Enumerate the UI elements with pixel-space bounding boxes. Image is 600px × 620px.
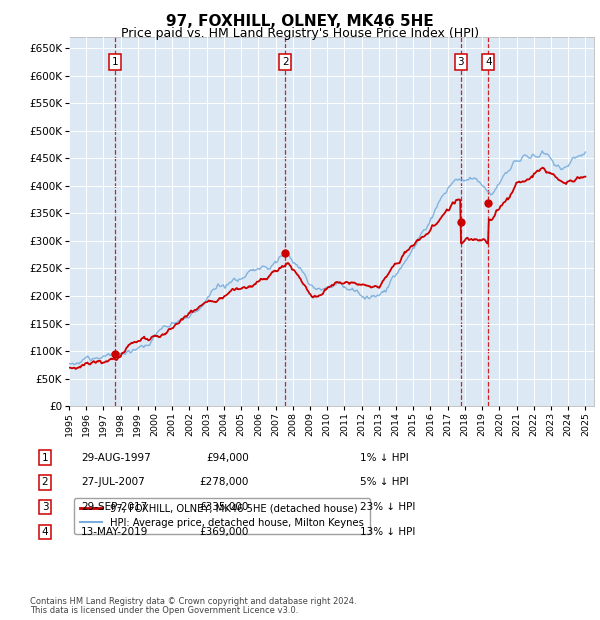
Legend: 97, FOXHILL, OLNEY, MK46 5HE (detached house), HPI: Average price, detached hous: 97, FOXHILL, OLNEY, MK46 5HE (detached h… bbox=[74, 498, 370, 534]
Text: Price paid vs. HM Land Registry's House Price Index (HPI): Price paid vs. HM Land Registry's House … bbox=[121, 27, 479, 40]
Text: 13-MAY-2019: 13-MAY-2019 bbox=[81, 527, 148, 537]
Text: Contains HM Land Registry data © Crown copyright and database right 2024.: Contains HM Land Registry data © Crown c… bbox=[30, 597, 356, 606]
Text: 27-JUL-2007: 27-JUL-2007 bbox=[81, 477, 145, 487]
Text: 29-AUG-1997: 29-AUG-1997 bbox=[81, 453, 151, 463]
Text: 29-SEP-2017: 29-SEP-2017 bbox=[81, 502, 147, 512]
Text: 4: 4 bbox=[41, 527, 49, 537]
Text: £278,000: £278,000 bbox=[200, 477, 249, 487]
Text: 1: 1 bbox=[112, 57, 118, 67]
Text: 3: 3 bbox=[41, 502, 49, 512]
Text: £335,000: £335,000 bbox=[200, 502, 249, 512]
Text: 5% ↓ HPI: 5% ↓ HPI bbox=[360, 477, 409, 487]
Text: 13% ↓ HPI: 13% ↓ HPI bbox=[360, 527, 415, 537]
Text: 97, FOXHILL, OLNEY, MK46 5HE: 97, FOXHILL, OLNEY, MK46 5HE bbox=[166, 14, 434, 29]
Text: 2: 2 bbox=[282, 57, 289, 67]
Text: 3: 3 bbox=[457, 57, 464, 67]
Text: 23% ↓ HPI: 23% ↓ HPI bbox=[360, 502, 415, 512]
Text: This data is licensed under the Open Government Licence v3.0.: This data is licensed under the Open Gov… bbox=[30, 606, 298, 615]
Text: £94,000: £94,000 bbox=[206, 453, 249, 463]
Text: 2: 2 bbox=[41, 477, 49, 487]
Text: 4: 4 bbox=[485, 57, 491, 67]
Text: 1% ↓ HPI: 1% ↓ HPI bbox=[360, 453, 409, 463]
Text: 1: 1 bbox=[41, 453, 49, 463]
Text: £369,000: £369,000 bbox=[200, 527, 249, 537]
